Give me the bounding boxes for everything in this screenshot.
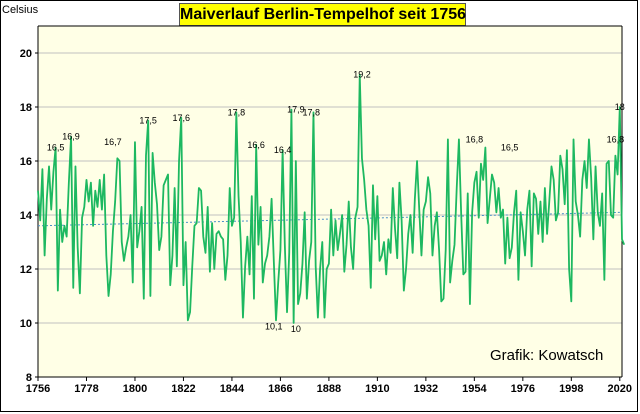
x-tick-label: 1800	[123, 383, 147, 395]
value-annotation: 16,8	[607, 134, 625, 144]
x-tick-label: 1976	[511, 383, 535, 395]
x-tick-label: 1844	[220, 383, 245, 395]
y-tick-label: 16	[20, 156, 32, 168]
credit-text: Grafik: Kowatsch	[490, 347, 604, 364]
x-tick-label: 1756	[26, 383, 50, 395]
value-annotation: 18	[615, 102, 625, 112]
y-tick-label: 8	[26, 372, 32, 384]
series-line-may-temperature	[37, 73, 626, 324]
y-tick-label: 12	[20, 264, 32, 276]
value-annotation: 16,4	[274, 145, 292, 155]
value-annotation: 17,5	[139, 116, 157, 126]
value-annotation: 17,8	[303, 107, 321, 117]
value-annotation: 16,7	[104, 137, 122, 147]
x-tick-labels: 1756 1778 1800 1822 1844 1866 1888 1910 1932 1954…	[26, 377, 632, 395]
value-annotation: 17,9	[287, 105, 305, 115]
x-tick-label: 1932	[414, 383, 438, 395]
value-annotation: 16,9	[62, 132, 80, 142]
value-annotation: 16,5	[47, 143, 65, 153]
x-tick-label: 1888	[317, 383, 341, 395]
x-tick-label: 1778	[74, 383, 98, 395]
chart-title: Maiverlauf Berlin-Tempelhof seit 1756	[179, 3, 466, 26]
value-annotation: 17,8	[228, 107, 246, 117]
y-tick-label: 10	[20, 318, 32, 330]
x-tick-label: 2020	[608, 383, 632, 395]
value-annotation: 10,1	[265, 321, 283, 331]
value-annotation: 16,6	[247, 140, 265, 150]
x-tick-label: 1954	[462, 383, 487, 395]
x-tick-label: 1998	[559, 383, 583, 395]
y-tick-labels: 8 10 12 14 16 18 20	[20, 48, 38, 384]
x-tick-label: 1866	[268, 383, 292, 395]
value-annotation: 17,6	[172, 113, 190, 123]
x-tick-label: 1822	[171, 383, 195, 395]
x-tick-label: 1910	[365, 383, 389, 395]
value-annotation: 10	[291, 324, 301, 334]
value-annotation: 16,5	[501, 143, 519, 153]
y-axis-unit-label: Celsius	[2, 4, 39, 16]
y-tick-label: 14	[20, 210, 33, 222]
value-annotation: 16,8	[466, 134, 484, 144]
y-tick-label: 18	[20, 102, 32, 114]
y-tick-label: 20	[20, 48, 32, 60]
value-annotation: 19,2	[353, 70, 371, 80]
value-annotations: 16,516,916,717,5 17,617,816,616,410,117,9…	[47, 70, 625, 334]
